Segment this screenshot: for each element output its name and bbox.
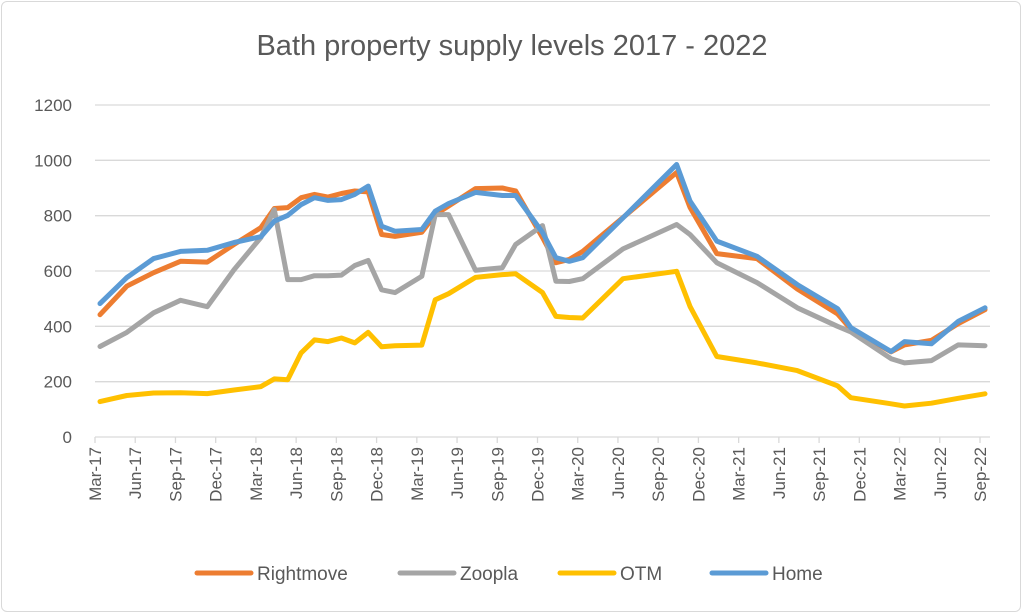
x-tick-label: Sep-20 <box>649 447 668 502</box>
legend-label: Zoopla <box>460 564 519 585</box>
legend-item-zoopla: Zoopla <box>397 564 519 585</box>
series-line-zoopla <box>97 207 988 366</box>
x-tick-label: Sep-18 <box>327 447 346 502</box>
x-tick-label: Jun-17 <box>126 447 145 499</box>
y-tick-label: 0 <box>63 428 72 447</box>
legend-item-home: Home <box>709 564 823 585</box>
chart-title: Bath property supply levels 2017 - 2022 <box>256 30 767 62</box>
x-tick-label: Mar-21 <box>730 447 749 501</box>
x-tick-label: Jun-22 <box>931 447 950 499</box>
x-tick-label: Dec-21 <box>850 447 869 502</box>
x-tick-label: Jun-20 <box>609 447 628 499</box>
y-tick-label: 600 <box>44 262 72 281</box>
legend-item-otm: OTM <box>557 564 662 585</box>
y-axis-ticks: 0 200 400 600 800 1000 1200 <box>34 96 72 447</box>
x-tick-label: Sep-17 <box>166 447 185 502</box>
x-tick-label: Mar-18 <box>247 447 266 501</box>
x-tick-label: Mar-19 <box>408 447 427 501</box>
x-tick-label: Sep-19 <box>488 447 507 502</box>
y-tick-label: 800 <box>44 207 72 226</box>
y-tick-label: 1200 <box>34 96 72 115</box>
series-lines <box>97 162 988 409</box>
series-line-home <box>97 162 988 354</box>
x-tick-label: Jun-21 <box>770 447 789 499</box>
legend-label: Home <box>772 564 823 585</box>
x-tick-label: Dec-17 <box>207 447 226 502</box>
legend-item-rightmove: Rightmove <box>194 564 348 585</box>
legend-label: Rightmove <box>257 564 348 585</box>
series-line-otm <box>97 268 988 409</box>
x-axis: Mar-17 Jun-17 Sep-17 Dec-17 Mar-18 Jun-18 Sep-… <box>86 436 990 502</box>
x-tick-label: Jun-19 <box>448 447 467 499</box>
legend: Rightmove Zoopla OTM Home <box>194 564 823 585</box>
y-tick-label: 200 <box>44 373 72 392</box>
series-line-rightmove <box>97 170 988 355</box>
x-tick-label: Mar-20 <box>569 447 588 501</box>
x-tick-label: Mar-17 <box>86 447 105 501</box>
x-tick-label: Dec-19 <box>529 447 548 502</box>
x-tick-label: Sep-22 <box>971 447 990 502</box>
x-tick-label: Dec-20 <box>689 447 708 502</box>
y-tick-label: 400 <box>44 317 72 336</box>
legend-label: OTM <box>620 564 662 585</box>
y-tick-label: 1000 <box>34 151 72 170</box>
x-tick-label: Sep-21 <box>810 447 829 502</box>
x-tick-label: Mar-22 <box>891 447 910 501</box>
x-tick-label: Dec-18 <box>368 447 387 502</box>
x-tick-label: Jun-18 <box>287 447 306 499</box>
